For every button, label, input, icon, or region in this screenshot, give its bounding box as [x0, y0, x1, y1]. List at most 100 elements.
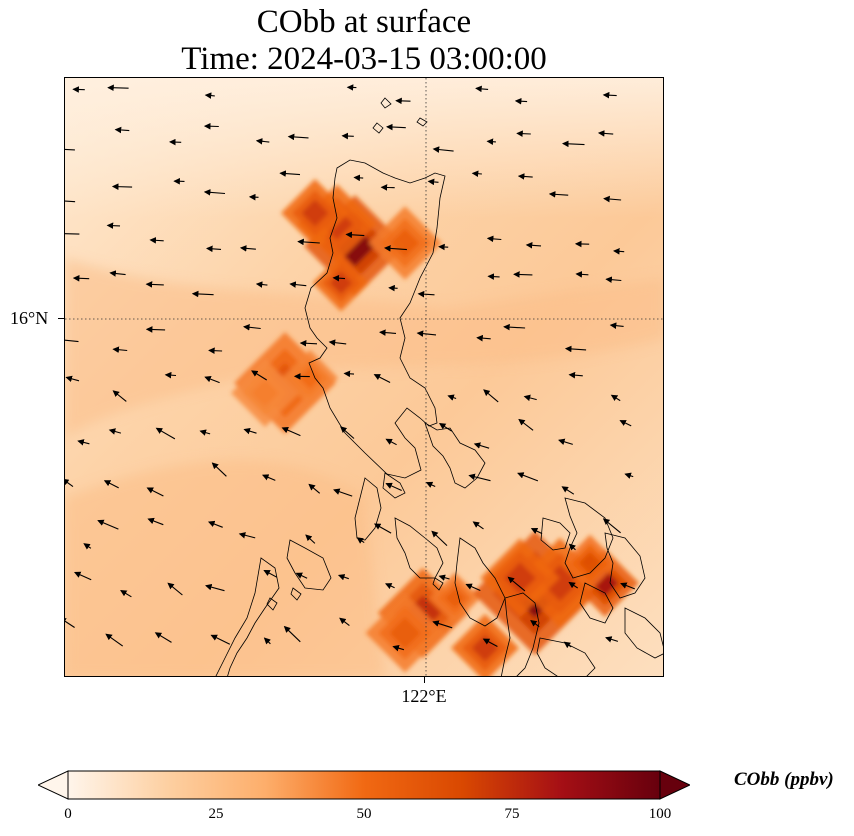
wind-arrow [340, 426, 355, 439]
wind-arrow [283, 625, 301, 643]
wind-arrow [605, 276, 622, 283]
wind-arrow [517, 472, 539, 482]
wind-arrow [503, 323, 526, 331]
wind-arrow [106, 222, 121, 229]
gridlines [65, 78, 663, 676]
wind-arrow [279, 170, 301, 177]
wind-arrow [155, 427, 176, 440]
wind-arrow [548, 191, 569, 198]
wind-arrow [416, 330, 437, 337]
wind-vectors [65, 84, 636, 652]
wind-arrow [328, 339, 347, 346]
wind-arrow [208, 347, 223, 354]
hotspot-cell [301, 199, 329, 227]
wind-arrow [103, 480, 119, 489]
wind-arrow [210, 634, 231, 645]
wind-arrow [602, 518, 621, 534]
wind-arrow [203, 189, 226, 196]
wind-arrow [343, 370, 355, 378]
wind-arrow [473, 442, 490, 449]
wind-arrow [204, 92, 215, 99]
wind-arrow [486, 138, 496, 145]
wind-arrow [109, 270, 126, 277]
wind-arrow [243, 427, 257, 435]
wind-arrow [432, 620, 453, 629]
wind-arrow [507, 576, 526, 592]
wind-arrow [395, 97, 411, 105]
wind-arrow [624, 472, 634, 479]
wind-arrow [146, 487, 164, 497]
hotspot-cell [390, 228, 420, 258]
wind-arrow [476, 334, 491, 342]
wind-arrow [603, 195, 622, 203]
wind-arrow [517, 173, 533, 180]
wind-arrow [427, 178, 439, 186]
wind-arrow [468, 473, 491, 482]
wind-arrow [83, 543, 92, 550]
wind-arrow [108, 428, 122, 435]
wind-arrow [149, 237, 164, 244]
wind-arrow [107, 84, 129, 92]
wind-arrow [255, 281, 268, 288]
map-canvas [65, 78, 663, 676]
wind-arrow [206, 245, 222, 253]
wind-arrow [164, 371, 177, 379]
wind-arrow [472, 521, 484, 530]
wind-arrow [516, 130, 531, 137]
wind-arrow [345, 231, 365, 239]
wind-arrow [332, 274, 346, 282]
wind-arrow [471, 170, 482, 178]
background-top-fade [65, 78, 663, 218]
wind-arrow [205, 583, 225, 592]
wind-arrow [431, 530, 448, 546]
wind-arrow [112, 346, 128, 354]
wind-arrow [287, 133, 309, 141]
hotspot-cell [389, 617, 421, 649]
lon-label-122e: 122°E [401, 686, 447, 706]
wind-arrow [238, 532, 256, 539]
wind-arrow [609, 322, 624, 329]
wind-arrow [619, 420, 632, 427]
map-plot [64, 77, 664, 677]
wind-arrow [147, 517, 164, 526]
wind-arrow [523, 394, 537, 402]
wind-arrow [562, 140, 585, 148]
wind-arrow [199, 429, 211, 436]
wind-arrow [65, 233, 80, 235]
wind-arrow [261, 474, 276, 481]
wind-arrow [483, 389, 499, 403]
wind-arrow [239, 245, 256, 252]
colorbar-tick-label: 25 [208, 806, 224, 822]
lon-tick [424, 677, 425, 683]
wind-arrow [295, 572, 308, 579]
wind-arrow [465, 583, 481, 592]
wind-arrow [65, 200, 76, 203]
wind-arrow [72, 275, 90, 282]
wind-arrow [299, 339, 318, 347]
wind-arrow [514, 97, 528, 105]
wind-arrow [561, 486, 575, 495]
wind-arrow [482, 638, 498, 647]
wind-arrow [564, 345, 587, 353]
wind-arrow [191, 290, 214, 298]
wind-arrow [305, 534, 316, 544]
chart-title: CObb at surface [256, 4, 472, 40]
wind-arrow [388, 284, 398, 292]
wind-arrow [65, 339, 79, 343]
wind-arrow [385, 482, 402, 492]
wind-arrow [337, 574, 349, 581]
wind-arrow [73, 571, 92, 581]
wind-arrow [530, 528, 543, 535]
wind-arrow [167, 582, 183, 596]
wind-arrow [386, 123, 406, 131]
wind-arrow [602, 91, 617, 99]
wind-arrow [384, 245, 407, 252]
wind-arrow [447, 394, 457, 401]
wind-arrow [207, 520, 223, 528]
wind-arrow [384, 583, 395, 590]
wind-arrow [255, 138, 270, 145]
wind-arrow [558, 438, 573, 445]
wind-arrow [613, 248, 625, 255]
colorbar-max-extend [659, 770, 690, 800]
wind-arrow [438, 574, 450, 581]
